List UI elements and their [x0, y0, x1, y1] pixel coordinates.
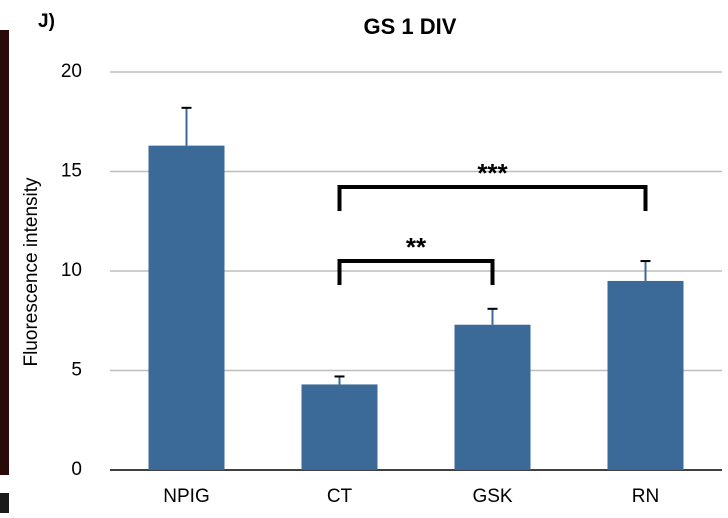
- image-edge: [0, 493, 9, 513]
- bar: [149, 146, 225, 470]
- y-tick-label: 15: [61, 161, 82, 182]
- bar: [302, 384, 378, 470]
- y-tick-label: 20: [61, 61, 82, 82]
- chart: J) GS 1 DIV Fluorescence intensity 0 5 10 1…: [0, 0, 728, 513]
- significance-label: ***: [477, 158, 508, 188]
- panel-label: J): [38, 11, 55, 32]
- y-tick-label: 0: [71, 459, 82, 480]
- significance-bracket: [340, 261, 493, 285]
- y-axis-label: Fluorescence intensity: [21, 177, 42, 367]
- bar: [608, 281, 684, 470]
- x-tick-label: NPIG: [163, 486, 209, 507]
- significance-bracket: [340, 187, 646, 211]
- significance-label: **: [406, 232, 427, 262]
- bar: [455, 325, 531, 470]
- y-tick-label: 5: [71, 360, 82, 381]
- x-tick-label: GSK: [472, 486, 512, 507]
- x-tick-label: CT: [327, 486, 353, 507]
- y-tick-label: 10: [61, 260, 82, 281]
- chart-title: GS 1 DIV: [364, 14, 457, 39]
- image-edge: [0, 30, 9, 475]
- x-tick-label: RN: [632, 486, 659, 507]
